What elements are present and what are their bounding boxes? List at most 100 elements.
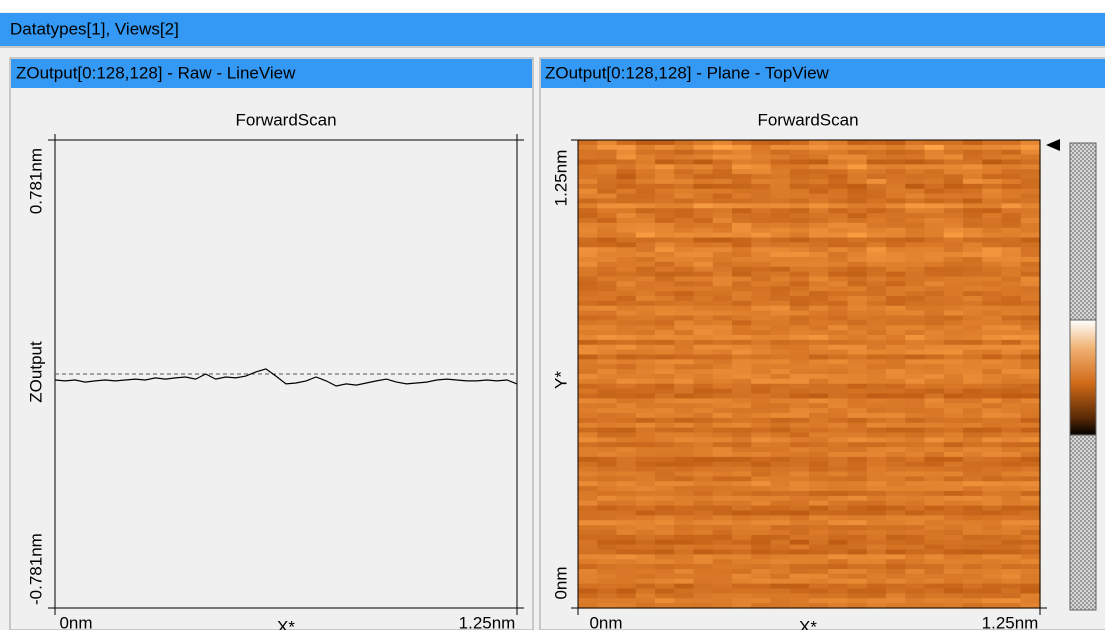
image-cell bbox=[636, 589, 656, 594]
image-cell bbox=[617, 452, 637, 457]
image-cell bbox=[732, 452, 752, 457]
image-cell bbox=[1021, 257, 1041, 262]
image-cell bbox=[636, 223, 656, 228]
image-cell bbox=[1021, 496, 1041, 501]
image-cell bbox=[1021, 457, 1041, 462]
image-cell bbox=[867, 525, 887, 530]
image-cell bbox=[828, 574, 848, 579]
image-cell bbox=[886, 418, 906, 423]
image-cell bbox=[597, 598, 617, 603]
image-cell bbox=[732, 447, 752, 452]
image-cell bbox=[636, 413, 656, 418]
image-cell bbox=[636, 418, 656, 423]
image-cell bbox=[963, 486, 983, 491]
image-cell bbox=[848, 164, 868, 169]
image-cell bbox=[905, 145, 925, 150]
image-cell bbox=[905, 428, 925, 433]
image-cell bbox=[597, 579, 617, 584]
image-cell bbox=[751, 160, 771, 165]
image-cell bbox=[982, 394, 1002, 399]
image-cell bbox=[886, 579, 906, 584]
image-cell bbox=[751, 155, 771, 160]
image-cell bbox=[867, 223, 887, 228]
image-cell bbox=[597, 374, 617, 379]
image-cell bbox=[790, 140, 810, 145]
image-cell bbox=[617, 569, 637, 574]
image-cell bbox=[1002, 384, 1022, 389]
image-cell bbox=[655, 408, 675, 413]
image-cell bbox=[1021, 515, 1041, 520]
image-cell bbox=[732, 160, 752, 165]
image-cell bbox=[694, 413, 714, 418]
image-cell bbox=[790, 442, 810, 447]
image-cell bbox=[751, 408, 771, 413]
image-cell bbox=[578, 501, 598, 506]
image-cell bbox=[578, 564, 598, 569]
image-cell bbox=[982, 389, 1002, 394]
image-cell bbox=[617, 506, 637, 511]
image-cell bbox=[617, 145, 637, 150]
image-cell bbox=[617, 233, 637, 238]
image-cell bbox=[655, 418, 675, 423]
image-cell bbox=[790, 574, 810, 579]
x-tick-label: 0nm bbox=[59, 613, 92, 630]
image-cell bbox=[732, 155, 752, 160]
image-cell bbox=[828, 364, 848, 369]
image-cell bbox=[809, 369, 829, 374]
image-cell bbox=[636, 199, 656, 204]
image-cell bbox=[828, 242, 848, 247]
image-cell bbox=[963, 467, 983, 472]
image-cell bbox=[867, 589, 887, 594]
image-cell bbox=[982, 184, 1002, 189]
image-cell bbox=[905, 389, 925, 394]
image-cell bbox=[925, 408, 945, 413]
image-cell bbox=[905, 228, 925, 233]
image-cell bbox=[925, 418, 945, 423]
image-cell bbox=[944, 169, 964, 174]
image-cell bbox=[1002, 457, 1022, 462]
image-cell bbox=[944, 213, 964, 218]
image-cell bbox=[905, 550, 925, 555]
image-cell bbox=[674, 418, 694, 423]
image-cell bbox=[1021, 262, 1041, 267]
image-cell bbox=[617, 257, 637, 262]
image-cell bbox=[732, 169, 752, 174]
image-cell bbox=[636, 530, 656, 535]
image-cell bbox=[597, 199, 617, 204]
image-cell bbox=[751, 428, 771, 433]
image-cell bbox=[713, 486, 733, 491]
image-cell bbox=[944, 145, 964, 150]
image-cell bbox=[944, 394, 964, 399]
image-cell bbox=[751, 179, 771, 184]
image-cell bbox=[828, 476, 848, 481]
image-cell bbox=[963, 418, 983, 423]
image-cell bbox=[1021, 189, 1041, 194]
image-cell bbox=[867, 286, 887, 291]
image-cell bbox=[1002, 442, 1022, 447]
image-cell bbox=[925, 554, 945, 559]
image-cell bbox=[1021, 320, 1041, 325]
image-cell bbox=[828, 598, 848, 603]
image-cell bbox=[751, 467, 771, 472]
image-cell bbox=[925, 486, 945, 491]
image-cell bbox=[828, 569, 848, 574]
image-cell bbox=[982, 174, 1002, 179]
image-cell bbox=[732, 496, 752, 501]
image-cell bbox=[963, 325, 983, 330]
image-cell bbox=[578, 525, 598, 530]
image-cell bbox=[674, 486, 694, 491]
image-cell bbox=[848, 330, 868, 335]
image-cell bbox=[655, 506, 675, 511]
image-cell bbox=[867, 203, 887, 208]
image-cell bbox=[982, 238, 1002, 243]
image-cell bbox=[905, 496, 925, 501]
image-cell bbox=[867, 355, 887, 360]
image-cell bbox=[771, 174, 791, 179]
image-cell bbox=[732, 199, 752, 204]
image-cell bbox=[809, 189, 829, 194]
image-cell bbox=[771, 257, 791, 262]
image-cell bbox=[982, 350, 1002, 355]
image-cell bbox=[1021, 179, 1041, 184]
image-cell bbox=[713, 267, 733, 272]
image-cell bbox=[655, 150, 675, 155]
